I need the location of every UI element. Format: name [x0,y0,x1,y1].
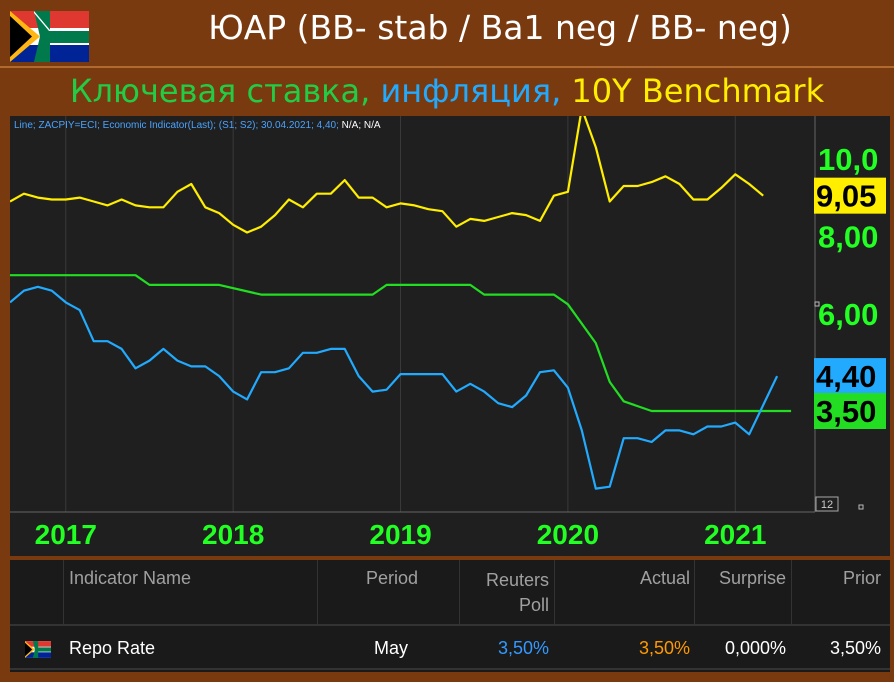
col-actual[interactable]: Actual [639,568,690,588]
chart-info: Line; ZACPIY=ECI; Economic Indicator(Las… [14,120,381,131]
col-divider [317,560,318,624]
indicator-table: Indicator Name Period Reuters Poll Actual… [10,560,890,672]
series-line-1 [10,274,792,413]
subtitle: Ключевая ставка, инфляция, 10Y Benchmark [0,68,894,114]
table-divider [10,668,890,670]
value-badge [814,358,886,395]
col-surprise[interactable]: Surprise [718,568,786,588]
col-divider [694,560,695,624]
value-badge [814,177,886,214]
col-divider [63,560,64,624]
south-africa-flag-icon [25,641,51,658]
y-tick-label: 10,0 [818,142,878,177]
col-divider [791,560,792,624]
header-divider [0,66,894,68]
x-tick-label: 2017 [35,519,97,550]
chart-area: 2017 2018 2019 2020 2021 10,0 8,00 6,00 9,05 4,40… [9,107,890,556]
value-badge-label: 9,05 [816,179,876,214]
chart-info-prefix: Line; ZACPIY=ECI; Economic Indicator(Las… [14,120,339,131]
south-africa-flag-icon [10,11,89,62]
cell-actual: 3,50% [638,638,690,658]
col-reuters-poll[interactable]: Reuters Poll [485,570,549,615]
axis-handle-icon [858,504,864,510]
corner-label-box [815,496,839,512]
cell-indicator: Repo Rate [69,638,156,658]
y-tick-label: 8,00 [818,219,878,254]
series-line-2 [9,285,779,490]
series-line-0 [9,107,764,234]
table-row[interactable]: Repo Rate May 3,50% 3,50% 0,000% 3,50% [10,628,890,668]
subtitle-benchmark: 10Y Benchmark [561,72,825,110]
col-prior[interactable]: Prior [842,568,881,588]
corner-label: 12 [821,499,833,511]
value-badge [814,393,886,429]
page-title: ЮАР (BB- stab / Ba1 neg / BB- neg) [208,8,792,47]
subtitle-key-rate: Ключевая ставка, [69,72,371,110]
line-chart: 2017 2018 2019 2020 2021 10,0 8,00 6,00 9,05 4,40… [9,107,886,550]
header: ЮАР (BB- stab / Ba1 neg / BB- neg) [0,0,894,66]
chart-info-suffix: N/A; N/A [338,120,381,131]
table-divider [10,624,890,626]
axis-handle-icon [814,301,820,307]
col-divider [459,560,460,624]
x-tick-label: 2018 [202,519,264,550]
x-tick-label: 2021 [704,519,766,550]
value-badge-label: 4,40 [816,359,876,394]
col-indicator-name[interactable]: Indicator Name [69,568,192,588]
subtitle-inflation: инфляция, [370,72,562,110]
value-badge-label: 3,50 [816,394,876,429]
cell-prior: 3,50% [829,638,881,658]
cell-period: May [373,638,408,658]
cell-surprise: 0,000% [724,638,786,658]
x-tick-label: 2020 [537,519,599,550]
y-tick-label: 6,00 [818,297,878,332]
x-tick-label: 2019 [369,519,431,550]
col-divider [554,560,555,624]
col-period[interactable]: Period [365,568,418,588]
cell-poll: 3,50% [497,638,549,658]
